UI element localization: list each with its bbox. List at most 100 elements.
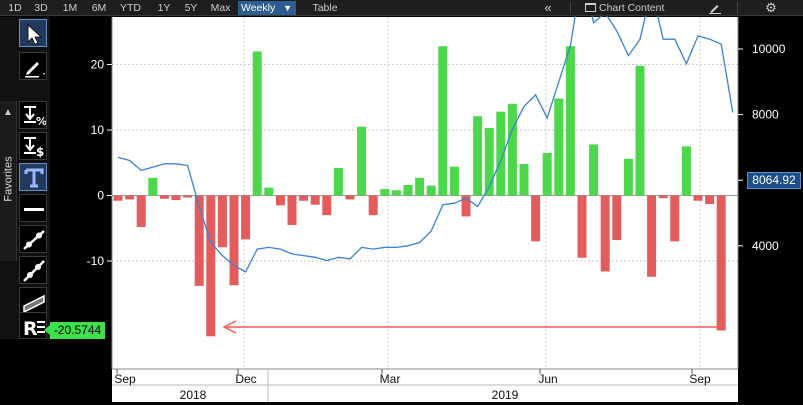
range-toolbar: 1D 3D 1M 6M YTD 1Y 5Y Max Weekly ▼ Table…	[0, 0, 803, 16]
range-1d-button[interactable]: 1D	[8, 2, 22, 14]
frequency-label: Weekly	[241, 2, 276, 14]
text-tool-button[interactable]	[19, 163, 47, 191]
trend-line-tool-button[interactable]	[19, 225, 47, 253]
bar	[368, 195, 378, 216]
bar	[600, 195, 610, 272]
bar	[426, 185, 436, 196]
draw-tool-button[interactable]	[19, 52, 47, 80]
edit-icon[interactable]	[709, 2, 721, 14]
bar	[507, 103, 517, 196]
price-line	[117, 0, 734, 273]
gear-icon[interactable]: ⚙	[765, 0, 777, 15]
bar	[310, 195, 320, 205]
segment-line-tool-button[interactable]	[19, 256, 47, 284]
left-tick-label: -10	[87, 254, 105, 268]
horizontal-line-tool-button[interactable]	[19, 194, 47, 222]
bar	[623, 158, 633, 196]
svg-text:$: $	[36, 145, 44, 159]
range-ytd-button[interactable]: YTD	[120, 2, 141, 14]
right-tick-label: 10000	[752, 42, 786, 56]
percent-measure-icon: %	[24, 106, 46, 128]
range-6m-button[interactable]: 6M	[91, 2, 107, 14]
bar	[612, 195, 622, 241]
text-tool-icon	[24, 168, 44, 188]
range-1y-button[interactable]: 1Y	[157, 2, 171, 14]
ruler-tool-button[interactable]: R	[19, 312, 47, 339]
bar	[183, 195, 193, 198]
price-measure-tool-button[interactable]: $	[19, 132, 47, 160]
right-tick-label: 8000	[752, 108, 779, 122]
range-5y-button[interactable]: 5Y	[184, 2, 198, 14]
horizontal-line-icon	[24, 208, 44, 211]
percent-measure-tool-button[interactable]: %	[19, 101, 47, 129]
price-line-series	[117, 0, 734, 273]
bar	[565, 46, 575, 196]
year-label: 2018	[180, 388, 207, 402]
bar	[554, 98, 564, 196]
right-tick-label: 4000	[752, 239, 779, 253]
bar	[148, 177, 158, 196]
bar	[693, 195, 703, 201]
range-max-button[interactable]: Max	[210, 2, 231, 14]
bar	[113, 195, 123, 201]
bar	[287, 195, 297, 225]
bar	[473, 116, 483, 196]
drawing-toolbar: ▲ Favorites % $ R	[0, 17, 50, 339]
last-price-label: 8064.92	[747, 172, 801, 189]
double-chevron-left-icon[interactable]: «	[544, 0, 552, 15]
month-label: Sep	[114, 372, 136, 386]
bar	[275, 195, 285, 206]
cursor-arrow-icon	[27, 24, 43, 45]
svg-text:R: R	[23, 318, 38, 339]
favorites-label: Favorites	[2, 156, 15, 202]
bar	[380, 188, 390, 196]
bar	[658, 195, 668, 199]
bar	[542, 152, 552, 196]
bar	[681, 146, 691, 196]
bar	[136, 195, 146, 227]
bar	[449, 166, 459, 196]
last-value-label: -20.5744	[44, 322, 105, 339]
bar	[125, 195, 135, 200]
bar	[171, 195, 181, 201]
plot-area[interactable]	[112, 17, 738, 369]
year-label: 2019	[492, 388, 519, 402]
bar	[206, 195, 216, 337]
bar	[391, 190, 401, 196]
bar	[519, 164, 529, 196]
bar	[484, 128, 494, 196]
left-tick-label: 10	[91, 123, 105, 137]
channel-tool-button[interactable]	[19, 287, 47, 315]
bar	[438, 46, 448, 196]
ruler-icon: R	[23, 318, 45, 339]
bar	[333, 167, 343, 196]
favorites-tab[interactable]: ▲ Favorites	[0, 101, 17, 261]
range-3d-button[interactable]: 3D	[34, 2, 48, 14]
chevron-down-icon: ▼	[283, 3, 292, 13]
bar	[496, 111, 506, 196]
bar	[589, 144, 599, 196]
bar-series	[113, 46, 726, 337]
bar	[531, 195, 541, 242]
bar	[647, 195, 657, 277]
month-label: Sep	[689, 372, 711, 386]
frequency-dropdown[interactable]: Weekly ▼	[238, 1, 296, 15]
annotation-arrow[interactable]	[222, 320, 722, 334]
bar	[670, 195, 680, 242]
arrow-head-icon	[222, 320, 237, 334]
bar	[159, 195, 169, 199]
channel-icon	[23, 294, 45, 314]
range-1m-button[interactable]: 1M	[62, 2, 78, 14]
grid-lines	[112, 17, 738, 369]
bar	[705, 195, 715, 205]
chart-content-icon[interactable]	[585, 3, 596, 12]
bar	[299, 195, 309, 201]
chart-content-button[interactable]: Chart Content	[599, 2, 665, 14]
table-view-button[interactable]: Table	[312, 2, 338, 14]
pointer-tool-button[interactable]	[19, 19, 47, 47]
bar	[461, 195, 471, 217]
bar	[241, 195, 251, 240]
bar	[345, 195, 355, 200]
bar	[229, 195, 239, 286]
